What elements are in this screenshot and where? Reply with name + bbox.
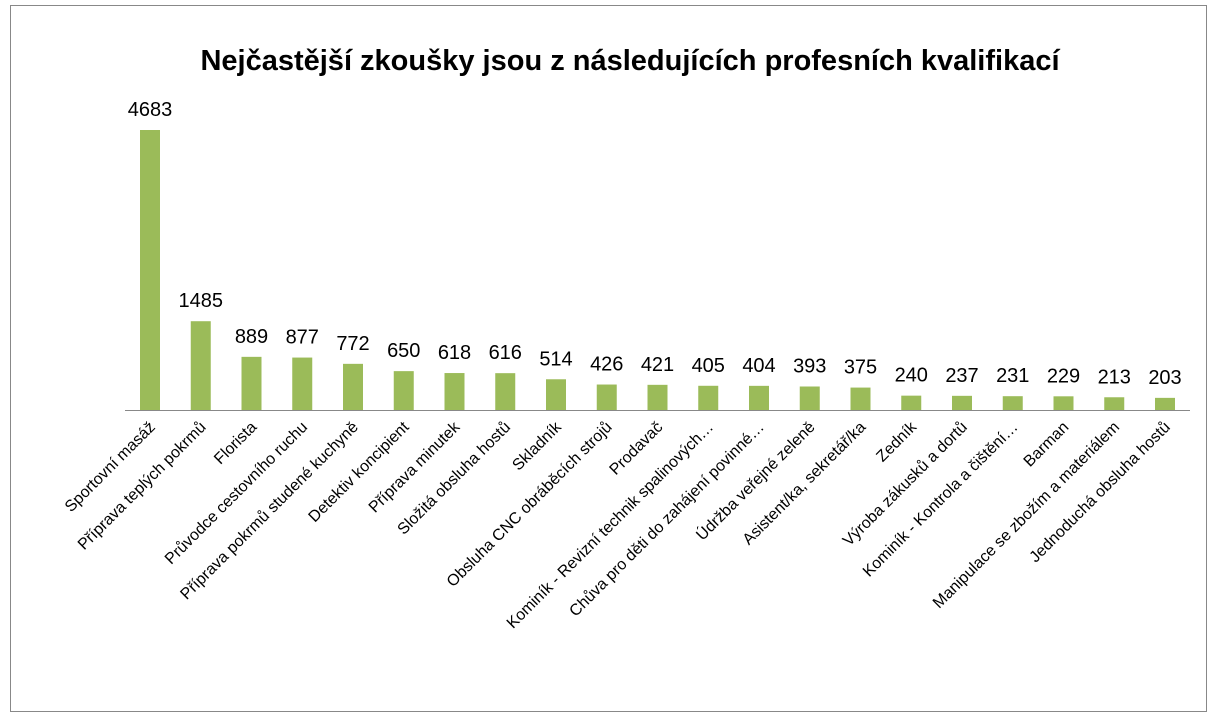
data-label: 203 [1148,367,1181,389]
data-label: 4683 [128,99,173,121]
bar [698,385,719,410]
bar [546,379,566,410]
data-label: 889 [235,326,268,348]
bar [749,385,769,410]
bar [1053,396,1074,410]
bar [901,395,922,410]
data-label: 426 [590,354,623,376]
data-label: 231 [996,365,1029,387]
data-label: 514 [539,348,572,370]
data-label: 229 [1047,365,1080,387]
data-label: 1485 [179,290,224,312]
bar [647,384,668,410]
bar [495,373,516,410]
data-label: 237 [945,365,978,387]
data-label: 404 [742,355,775,377]
data-label: 650 [387,340,420,362]
bar [850,387,871,410]
data-label: 405 [692,355,725,377]
bar [1002,396,1023,410]
data-label: 421 [641,354,674,376]
data-label: 393 [793,356,826,378]
bar [799,386,820,410]
bar [393,371,414,410]
bar [292,357,313,410]
data-label: 772 [336,333,369,355]
data-label: 375 [844,357,877,379]
data-label: 616 [489,342,522,364]
bar [343,363,363,410]
data-label: 240 [895,365,928,387]
bar [190,321,211,410]
chart-title: Nejčastější zkoušky jsou z následujících… [200,45,1060,77]
bar [1104,397,1125,410]
data-label: 877 [286,327,319,349]
bar [140,130,160,410]
bar [1155,397,1175,410]
bar [596,384,617,410]
bar [444,373,465,410]
data-label: 618 [438,342,471,364]
bar [952,395,972,410]
bar [241,356,262,410]
data-label: 213 [1098,366,1131,388]
